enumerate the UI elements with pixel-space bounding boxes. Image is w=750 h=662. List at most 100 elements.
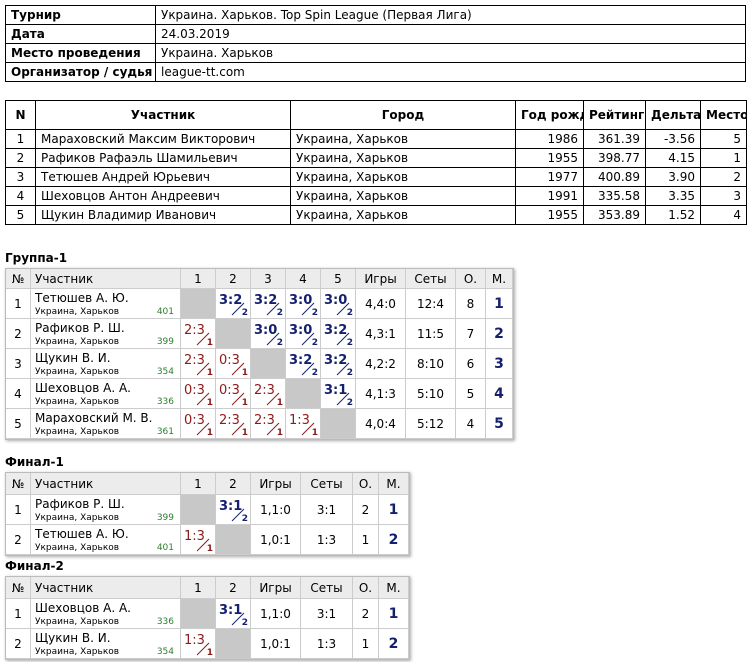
header-cell: М.: [486, 269, 513, 289]
place-cell: 3: [486, 349, 513, 379]
sets: 1:3: [316, 532, 337, 547]
place-cell: 2: [379, 525, 409, 555]
info-value: Украина. Харьков: [155, 43, 746, 63]
player-rating: 336: [156, 617, 174, 627]
points-cell: 8: [456, 289, 486, 319]
games-cell: 4,1:3: [356, 379, 406, 409]
row-number: 1: [6, 289, 31, 319]
header-cell: Год рожд.: [515, 100, 584, 130]
header-cell: Участник: [35, 100, 291, 130]
cell: 2: [700, 167, 747, 187]
games-cell: 1,0:1: [251, 525, 301, 555]
player-cell: Рафиков Р. Ш. Украина, Харьков 399: [31, 495, 181, 525]
score: 3:0: [289, 293, 313, 308]
player-rating: 401: [156, 307, 174, 317]
header-cell: 1: [181, 473, 216, 495]
header-cell: Дельта: [645, 100, 701, 130]
cell: Мараховский Максим Викторович: [35, 129, 291, 149]
row-number: 2: [6, 525, 31, 555]
header-cell: Игры: [356, 269, 406, 289]
match-points: 2: [311, 308, 318, 318]
slash-line: [231, 362, 245, 376]
points-cell: 1: [353, 629, 379, 659]
games-cell: 4,4:0: [356, 289, 406, 319]
group-row: 2 Тетюшев А. Ю. Украина, Харьков 401 1:3 1 1,0…: [6, 525, 409, 555]
info-row: Дата 24.03.2019: [5, 24, 746, 44]
score: 2:3: [254, 383, 275, 398]
slash: [266, 332, 280, 346]
slash-line: [301, 362, 315, 376]
place: 2: [388, 531, 399, 548]
sets: 3:1: [316, 606, 337, 621]
info-label: Организатор / судья: [5, 62, 156, 82]
cell: 1: [5, 129, 36, 149]
score: 3:1: [219, 603, 243, 618]
match-points: 1: [206, 648, 213, 658]
number: 1: [14, 502, 22, 517]
header-row: № Участник 1 2 Игры Сеты О. М.: [6, 473, 409, 495]
player-rating: 399: [156, 337, 174, 347]
self-cell: [321, 409, 356, 439]
group-row: 1 Шеховцов А. А. Украина, Харьков 336 3:1 2 1,…: [6, 599, 409, 629]
match-points: 2: [276, 338, 283, 348]
points: 7: [466, 326, 475, 341]
slash: [266, 302, 280, 316]
cell: Украина, Харьков: [290, 148, 516, 168]
player-city: Украина, Харьков: [35, 397, 120, 407]
match-points: 2: [311, 338, 318, 348]
cell: Украина, Харьков: [290, 167, 516, 187]
slash-line: [266, 332, 280, 346]
place-cell: 4: [486, 379, 513, 409]
row-number: 2: [6, 319, 31, 349]
info-value: 24.03.2019: [155, 24, 746, 44]
header-cell: М.: [379, 473, 409, 495]
slash-line: [336, 392, 350, 406]
match-points: 1: [241, 368, 248, 378]
points: 2: [361, 606, 370, 621]
player-cell: Щукин В. И. Украина, Харьков 354: [31, 349, 181, 379]
header-cell: М.: [379, 577, 409, 599]
match-points: 1: [206, 428, 213, 438]
header-cell: Рейтинг: [583, 100, 646, 130]
cell: Шеховцов Антон Андреевич: [35, 186, 291, 206]
slash-line: [231, 392, 245, 406]
score: 2:3: [219, 413, 240, 428]
sets-cell: 1:3: [301, 629, 353, 659]
group-row: 2 Рафиков Р. Ш. Украина, Харьков 399 2:3 1 3:0…: [6, 319, 513, 349]
score: 1:3: [184, 633, 205, 648]
slash-line: [301, 302, 315, 316]
row-number: 3: [6, 349, 31, 379]
match-points: 1: [206, 544, 213, 554]
match-points: 1: [241, 398, 248, 408]
header-cell: Сеты: [406, 269, 456, 289]
info-value: Украина. Харьков. Top Spin League (Перва…: [155, 5, 746, 25]
cell: 5: [700, 129, 747, 149]
score-cell: 3:2 2: [286, 349, 321, 379]
sets-cell: 5:10: [406, 379, 456, 409]
place: 1: [494, 295, 504, 312]
player-rating: 354: [156, 367, 174, 377]
slash: [196, 422, 210, 436]
player-city: Украина, Харьков: [35, 307, 120, 317]
score: 2:3: [184, 353, 205, 368]
match-points: 1: [276, 428, 283, 438]
cell: 3: [700, 186, 747, 206]
header-cell: №: [6, 269, 31, 289]
player-rating: 401: [156, 543, 174, 553]
player-name: Тетюшев А. Ю.: [35, 527, 129, 541]
games: 1,1:0: [260, 502, 291, 517]
points: 1: [361, 636, 370, 651]
row-number: 1: [6, 495, 31, 525]
participant-row: 4 Шеховцов Антон Андреевич Украина, Харько…: [5, 186, 747, 206]
number: 2: [14, 532, 22, 547]
match-points: 2: [346, 308, 353, 318]
match-points: 2: [311, 368, 318, 378]
player-city: Украина, Харьков: [35, 543, 120, 553]
player-name: Рафиков Р. Ш.: [35, 497, 125, 511]
player-cell: Рафиков Р. Ш. Украина, Харьков 399: [31, 319, 181, 349]
self-cell: [181, 289, 216, 319]
player-name: Мараховский М. В.: [35, 411, 153, 425]
score-cell: 3:1 2: [216, 599, 251, 629]
slash-line: [196, 538, 210, 552]
